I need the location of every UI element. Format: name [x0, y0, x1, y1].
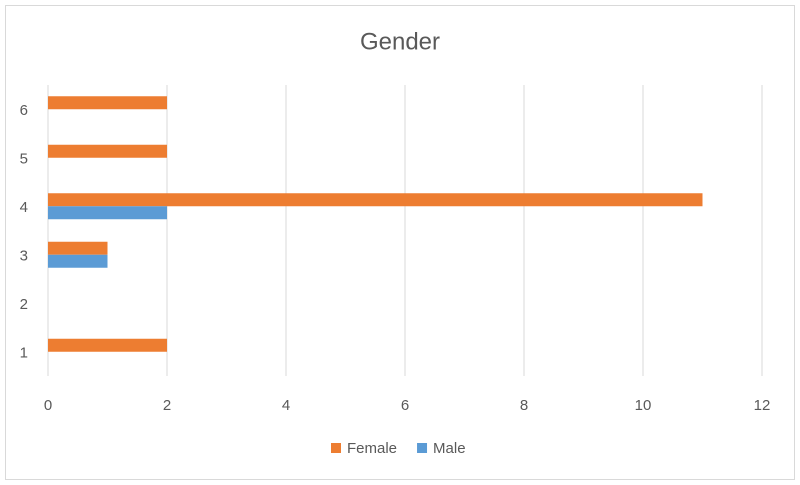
bar [48, 241, 108, 255]
bar [48, 206, 167, 220]
y-tick-label: 2 [20, 296, 28, 313]
y-tick-label: 4 [20, 199, 28, 216]
y-tick-label: 5 [20, 151, 28, 168]
y-tick-label: 6 [20, 102, 28, 119]
chart-border [5, 5, 795, 480]
x-tick-label: 2 [163, 397, 171, 414]
bar [48, 193, 703, 207]
legend-swatch [331, 443, 341, 453]
chart-title: Gender [360, 28, 440, 55]
x-tick-label: 6 [401, 397, 409, 414]
bar [48, 96, 167, 110]
bar [48, 144, 167, 158]
x-tick-label: 0 [44, 397, 52, 414]
legend-label: Male [433, 440, 466, 457]
x-tick-label: 12 [754, 397, 771, 414]
y-tick-label: 1 [20, 345, 28, 362]
legend-label: Female [347, 440, 397, 457]
x-tick-label: 10 [635, 397, 652, 414]
y-tick-label: 3 [20, 248, 28, 265]
legend-swatch [417, 443, 428, 453]
bar [48, 254, 108, 268]
x-tick-label: 8 [520, 397, 528, 414]
x-tick-label: 4 [282, 397, 290, 414]
bar [48, 338, 167, 352]
